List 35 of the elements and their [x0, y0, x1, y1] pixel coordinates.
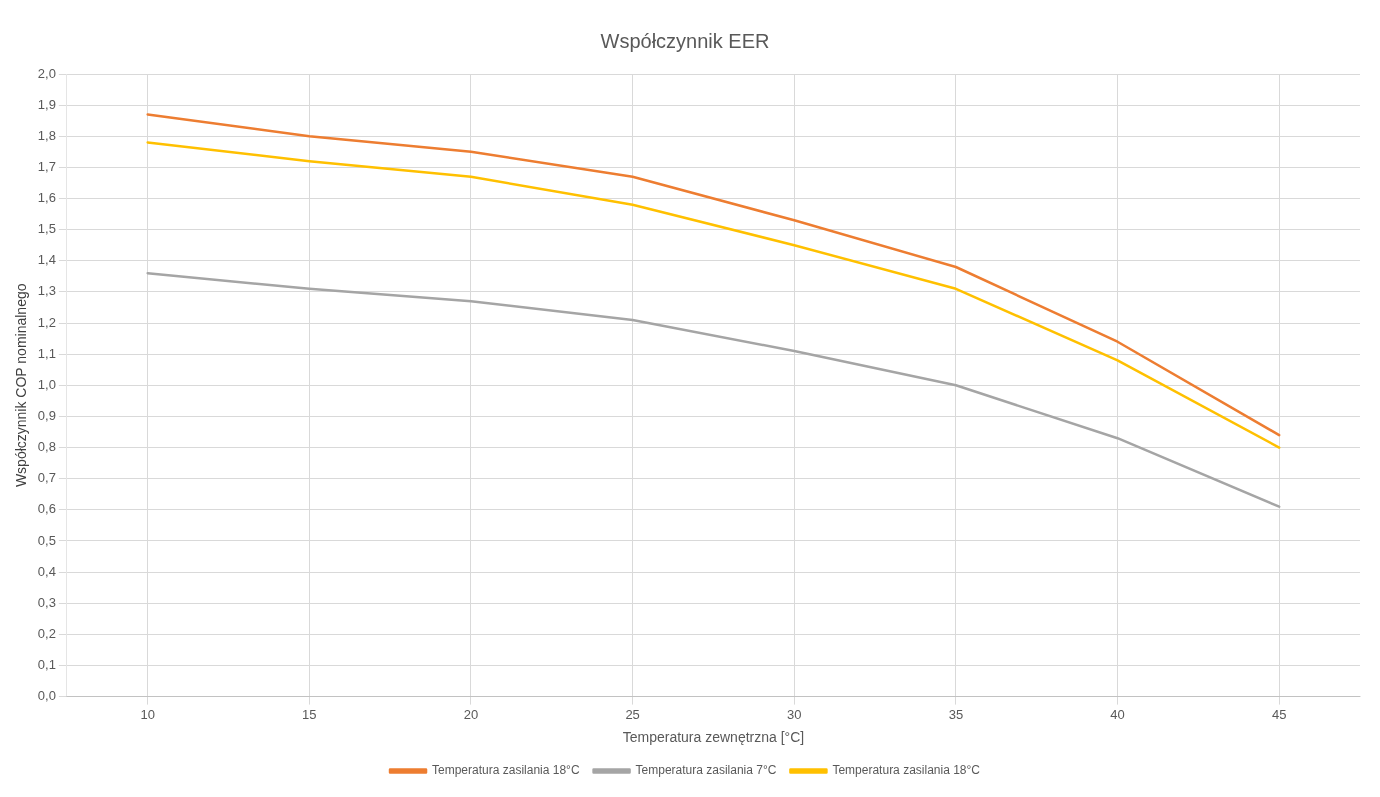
y-tick-label: 1,9	[37, 96, 56, 112]
legend-label: Temperatura zasilania 18°C	[432, 763, 580, 778]
y-tick-label: 1,2	[37, 314, 56, 330]
chart-title: Współczynnik EER	[600, 29, 770, 52]
y-tick-label: 1,5	[37, 221, 56, 237]
x-tick-label: 15	[302, 706, 317, 722]
y-tick-label: 1,6	[37, 190, 56, 206]
y-tick-label: 0,6	[37, 501, 56, 517]
y-tick-label: 0,4	[37, 563, 56, 579]
y-tick-label: 1,8	[37, 127, 56, 143]
y-tick-label: 1,3	[37, 283, 56, 299]
y-tick-label: 0,0	[37, 688, 56, 704]
y-tick-label: 1,0	[37, 376, 56, 392]
y-tick-label: 2,0	[37, 65, 56, 81]
y-tick-label: 1,7	[37, 158, 56, 174]
y-tick-label: 1,4	[37, 252, 56, 268]
x-axis-title: Temperatura zewnętrzna [°C]	[622, 729, 805, 746]
y-tick-label: 0,5	[37, 532, 56, 548]
y-axis-title: Współczynnik COP nominalnego	[13, 283, 30, 488]
x-tick-label: 20	[463, 706, 479, 722]
x-tick-label: 25	[625, 706, 640, 722]
x-tick-label: 35	[948, 706, 964, 722]
y-tick-label: 1,1	[37, 345, 56, 361]
x-tick-label: 30	[787, 706, 802, 722]
legend-label: Temperatura zasilania 18°C	[832, 763, 981, 778]
y-tick-label: 0,1	[37, 657, 56, 673]
x-tick-label: 40	[1110, 706, 1125, 722]
y-tick-label: 0,8	[37, 439, 56, 455]
x-tick-label: 10	[140, 706, 155, 722]
legend-label: Temperatura zasilania 7°C	[635, 763, 777, 778]
y-tick-label: 0,9	[37, 408, 56, 424]
x-tick-label: 45	[1271, 706, 1287, 722]
y-tick-label: 0,3	[37, 594, 56, 610]
y-tick-label: 0,7	[37, 470, 56, 486]
y-tick-label: 0,2	[37, 625, 56, 641]
